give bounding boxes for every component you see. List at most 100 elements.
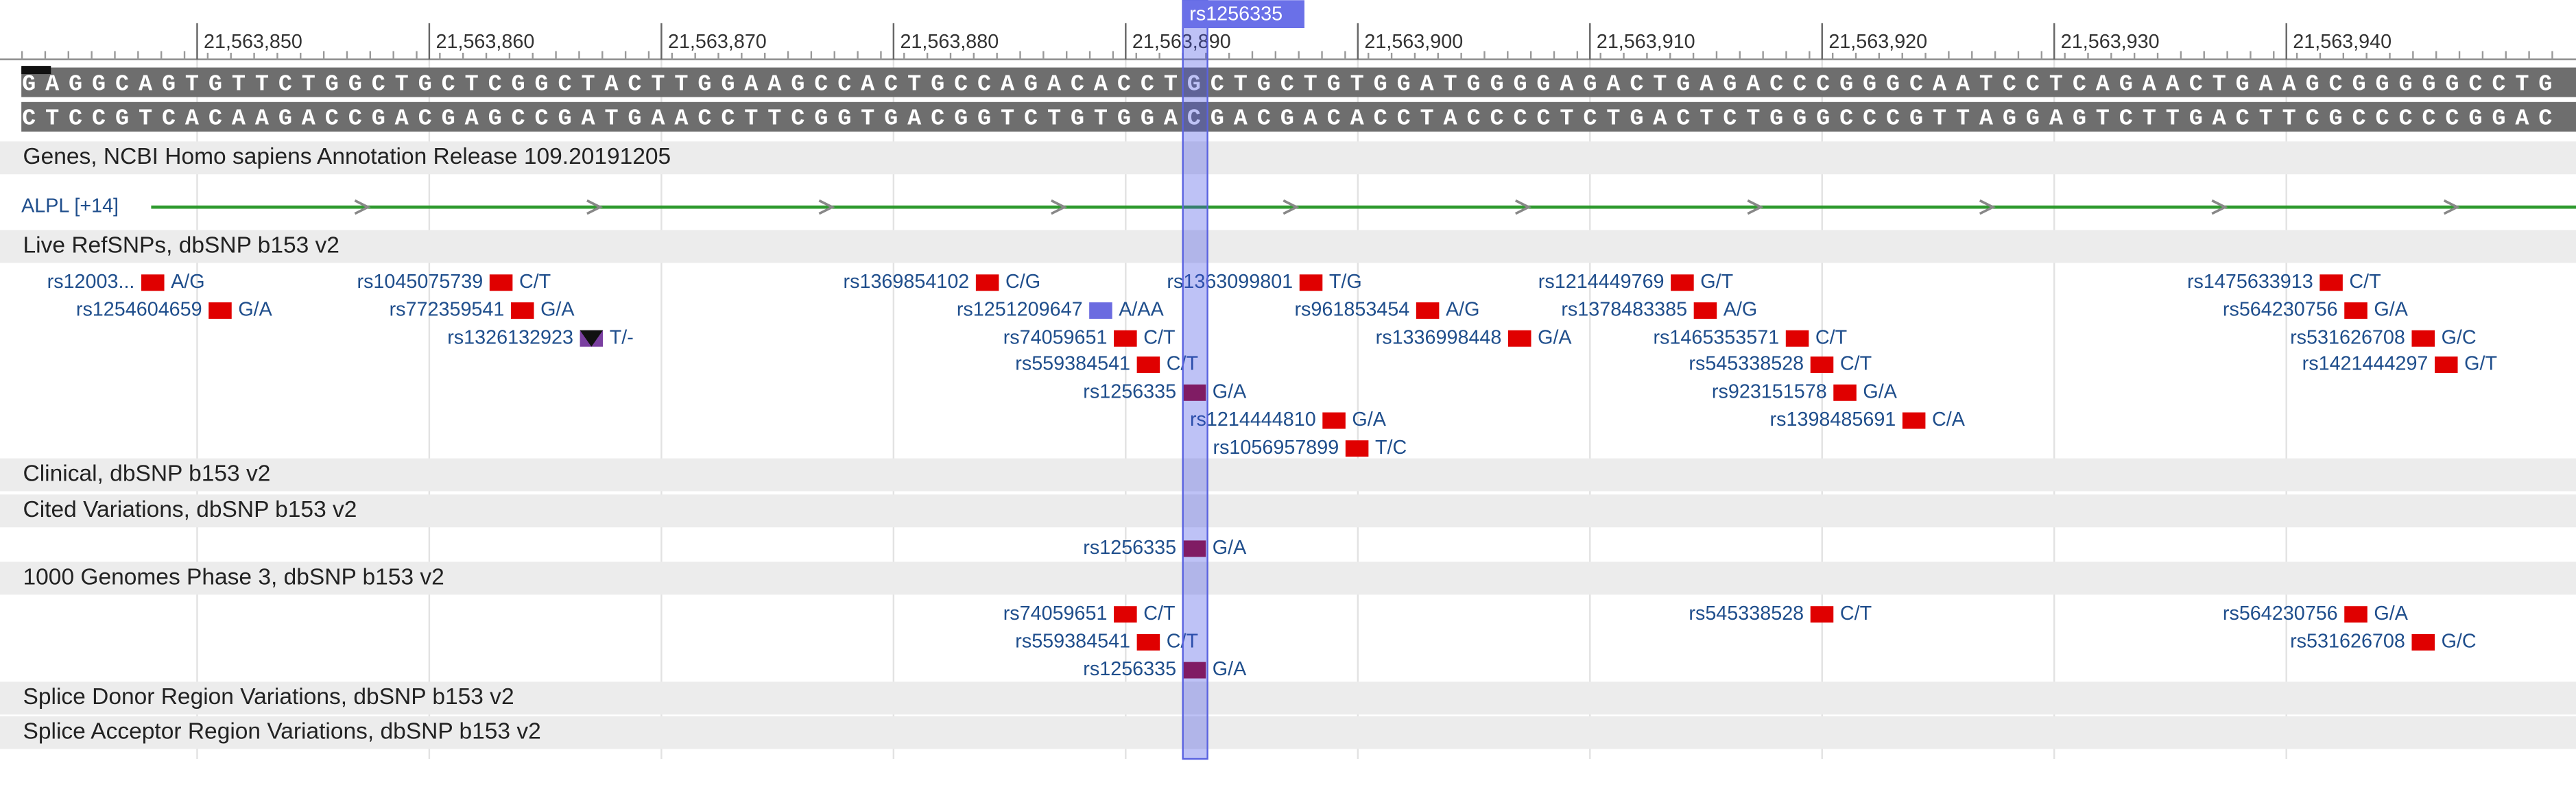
snp-name[interactable]: rs1336998448 xyxy=(1376,326,1502,348)
track-title: 1000 Genomes Phase 3, dbSNP b153 v2 xyxy=(23,564,444,590)
ruler-label-bg xyxy=(1824,29,1939,53)
allele: G/C xyxy=(2442,630,2477,652)
snp-name[interactable]: rs1214444810 xyxy=(1190,409,1316,431)
allele: A/G xyxy=(1446,299,1480,321)
track-title: Splice Acceptor Region Variations, dbSNP… xyxy=(23,719,541,744)
snp-marker[interactable] xyxy=(1833,384,1857,401)
snp-name[interactable]: rs772359541 xyxy=(390,299,505,321)
allele: G/T xyxy=(1700,271,1733,293)
snp-marker[interactable] xyxy=(1136,356,1160,374)
snp-marker[interactable] xyxy=(1114,330,1137,347)
snp-name[interactable]: rs1363099801 xyxy=(1167,271,1293,293)
track-title-bar xyxy=(0,681,2576,715)
snp-marker[interactable] xyxy=(2434,356,2458,374)
snp-name[interactable]: rs12003... xyxy=(47,271,135,293)
track-title-bar xyxy=(0,716,2576,749)
ruler-label: 21,563,910 xyxy=(1597,31,1695,53)
snp-marker[interactable] xyxy=(1182,384,1206,401)
snp-marker[interactable] xyxy=(1322,412,1346,429)
gene-arrow xyxy=(1979,199,1996,215)
snp-name[interactable]: rs1256335 xyxy=(1083,380,1176,402)
snp-marker[interactable] xyxy=(1182,662,1206,679)
ruler-label: 21,563,940 xyxy=(2293,31,2392,53)
snp-marker[interactable] xyxy=(1810,606,1834,623)
sequence-forward-bg xyxy=(21,67,2576,97)
ruler-label-bg xyxy=(2288,29,2403,53)
snp-name[interactable]: rs1056957899 xyxy=(1213,437,1339,459)
snp-marker[interactable] xyxy=(2411,330,2435,347)
snp-name[interactable]: rs1369854102 xyxy=(844,271,970,293)
snp-marker[interactable] xyxy=(2319,274,2343,291)
gene-arrow xyxy=(1051,199,1068,215)
allele: C/A xyxy=(1932,409,1966,431)
snp-marker[interactable] xyxy=(1693,302,1717,319)
snp-name[interactable]: rs1214449769 xyxy=(1538,271,1665,293)
ruler-label: 21,563,860 xyxy=(436,31,535,53)
snp-marker[interactable] xyxy=(1182,540,1206,557)
snp-name[interactable]: rs1256335 xyxy=(1083,658,1176,680)
snp-marker[interactable] xyxy=(1345,440,1369,457)
allele: G/A xyxy=(1213,537,1247,559)
snp-name[interactable]: rs545338528 xyxy=(1689,353,1804,375)
snp-name[interactable]: rs1421444297 xyxy=(2302,353,2429,375)
snp-name[interactable]: rs1251209647 xyxy=(957,299,1083,321)
snp-marker[interactable] xyxy=(1299,274,1323,291)
snp-name[interactable]: rs1326132923 xyxy=(447,326,573,348)
snp-name[interactable]: rs564230756 xyxy=(2223,603,2338,625)
snp-marker[interactable] xyxy=(975,274,999,291)
gene-arrow xyxy=(354,199,371,215)
snp-marker[interactable] xyxy=(1136,633,1160,651)
ruler-label-bg xyxy=(1359,29,1475,53)
gene-arrow xyxy=(1283,199,1300,215)
ruler-label-bg xyxy=(1127,29,1243,53)
snp-name[interactable]: rs1465353571 xyxy=(1653,326,1779,348)
track-title-bar xyxy=(0,458,2576,492)
snp-name[interactable]: rs559384541 xyxy=(1015,630,1130,652)
snp-name[interactable]: rs1254604659 xyxy=(76,299,202,321)
allele: G/A xyxy=(238,299,272,321)
allele: C/G xyxy=(1005,271,1040,293)
gene-label: ALPL [+14] xyxy=(21,195,119,217)
snp-name[interactable]: rs559384541 xyxy=(1015,353,1130,375)
snp-marker[interactable] xyxy=(1507,330,1531,347)
snp-name[interactable]: rs1475633913 xyxy=(2187,271,2313,293)
ruler-label: 21,563,900 xyxy=(1364,31,1463,53)
allele: C/T xyxy=(1840,603,1872,625)
ruler-label: 21,563,920 xyxy=(1828,31,1927,53)
allele: G/A xyxy=(2374,299,2408,321)
snp-name[interactable]: rs545338528 xyxy=(1689,603,1804,625)
snp-marker[interactable] xyxy=(2344,606,2368,623)
snp-name[interactable]: rs1398485691 xyxy=(1770,409,1896,431)
snp-marker[interactable] xyxy=(510,302,534,319)
snp-marker[interactable] xyxy=(1089,302,1112,319)
allele: C/T xyxy=(2349,271,2381,293)
snp-marker[interactable] xyxy=(2344,302,2368,319)
sequence-forward: GAGGCAGTGTTCTGGCTGCTCGGCTACTTGGAAGCCACTG… xyxy=(22,71,2552,97)
snp-name[interactable]: rs1378483385 xyxy=(1561,299,1687,321)
snp-name[interactable]: rs74059651 xyxy=(1003,326,1108,348)
snp-name[interactable]: rs1045075739 xyxy=(357,271,484,293)
snp-marker[interactable] xyxy=(1902,412,1926,429)
snp-marker[interactable] xyxy=(1785,330,1809,347)
gene-arrow xyxy=(2443,199,2460,215)
track-title-bar xyxy=(0,494,2576,528)
snp-marker[interactable] xyxy=(141,274,165,291)
gene-arrow xyxy=(1747,199,1764,215)
snp-name[interactable]: rs923151578 xyxy=(1712,380,1827,402)
snp-marker[interactable] xyxy=(1671,274,1694,291)
track-title: Cited Variations, dbSNP b153 v2 xyxy=(23,497,357,522)
ruler-label-bg xyxy=(198,29,314,53)
snp-name[interactable]: rs531626708 xyxy=(2290,326,2405,348)
snp-name[interactable]: rs1256335 xyxy=(1083,537,1176,559)
snp-marker[interactable] xyxy=(2411,633,2435,651)
snp-marker[interactable] xyxy=(1416,302,1440,319)
snp-marker[interactable] xyxy=(208,302,232,319)
snp-name[interactable]: rs961853454 xyxy=(1294,299,1409,321)
snp-name[interactable]: rs531626708 xyxy=(2290,630,2405,652)
snp-marker[interactable] xyxy=(1114,606,1137,623)
snp-name[interactable]: rs564230756 xyxy=(2223,299,2338,321)
snp-marker[interactable] xyxy=(489,274,513,291)
snp-name[interactable]: rs74059651 xyxy=(1003,603,1108,625)
snp-marker[interactable] xyxy=(1810,356,1834,374)
